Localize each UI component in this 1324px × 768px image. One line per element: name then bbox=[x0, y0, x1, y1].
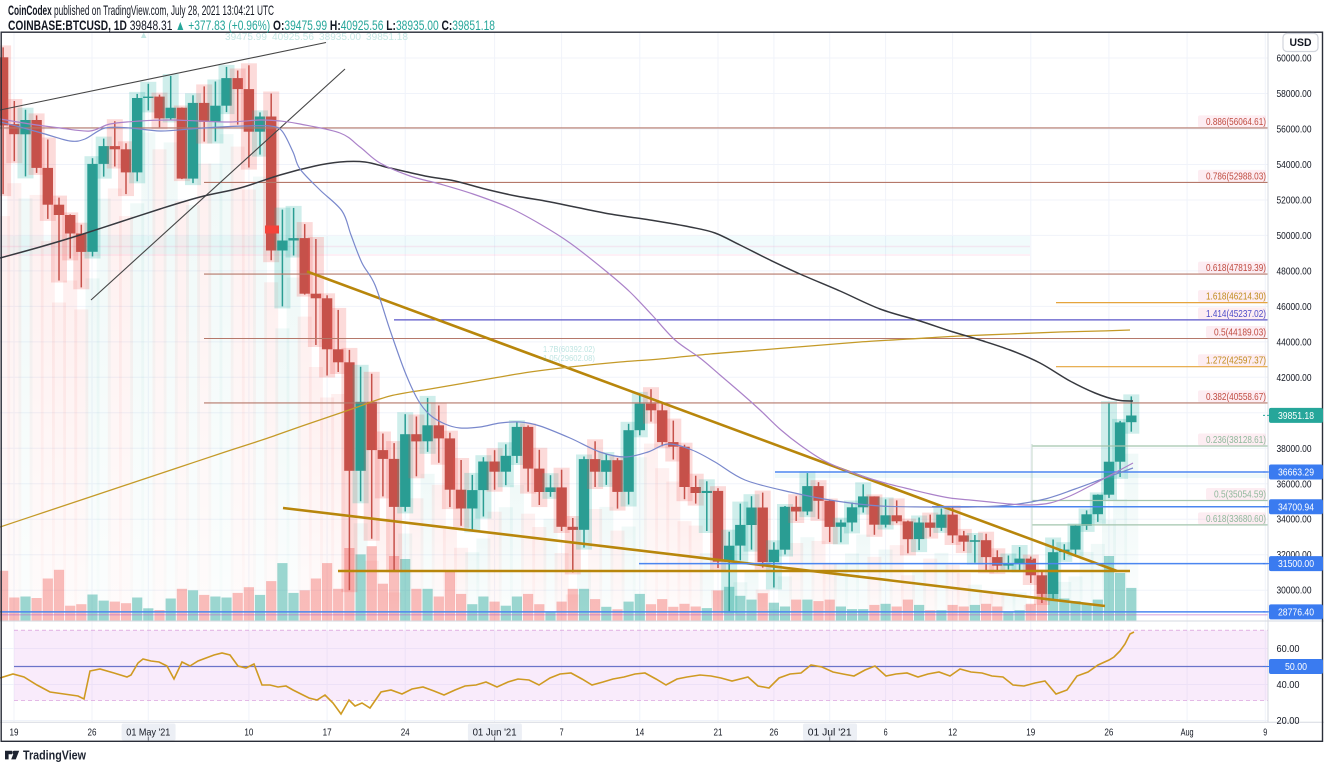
svg-text:34000.00: 34000.00 bbox=[1277, 514, 1312, 526]
svg-text:20.00: 20.00 bbox=[1277, 715, 1300, 727]
svg-text:42000.00: 42000.00 bbox=[1277, 372, 1312, 384]
svg-text:52000.00: 52000.00 bbox=[1277, 195, 1312, 207]
svg-text:0.886(56064.61): 0.886(56064.61) bbox=[1206, 116, 1266, 128]
svg-text:21: 21 bbox=[714, 727, 723, 739]
svg-text:1.618(46214.30): 1.618(46214.30) bbox=[1206, 291, 1266, 303]
svg-text:34700.94: 34700.94 bbox=[1278, 501, 1314, 513]
svg-text:7: 7 bbox=[560, 727, 564, 739]
svg-text:60000.00: 60000.00 bbox=[1277, 53, 1312, 65]
svg-text:01 May '21: 01 May '21 bbox=[126, 727, 170, 739]
svg-text:▲: ▲ bbox=[139, 30, 148, 41]
svg-text:39851.18: 39851.18 bbox=[366, 32, 408, 43]
svg-text:0.236(38128.61): 0.236(38128.61) bbox=[1206, 434, 1266, 446]
svg-text:50000.00: 50000.00 bbox=[1277, 230, 1312, 242]
svg-text:1.7B(60392.02): 1.7B(60392.02) bbox=[543, 344, 595, 354]
svg-text:1.414(45237.02): 1.414(45237.02) bbox=[1206, 308, 1266, 320]
svg-text:36663.29: 36663.29 bbox=[1278, 467, 1314, 479]
svg-text:26: 26 bbox=[769, 727, 778, 739]
svg-text:40.00: 40.00 bbox=[1277, 679, 1300, 691]
svg-text:19: 19 bbox=[1026, 727, 1035, 739]
svg-text:01 Jun '21: 01 Jun '21 bbox=[473, 727, 517, 739]
svg-text:0.382(40558.67): 0.382(40558.67) bbox=[1206, 391, 1266, 403]
svg-text:COINBASE:BTCUSD, 1D 39848.31: COINBASE:BTCUSD, 1D 39848.31 ▲ +377.83 (… bbox=[8, 17, 495, 33]
svg-text:26: 26 bbox=[88, 727, 97, 739]
svg-text:19: 19 bbox=[10, 727, 19, 739]
svg-text:30000.00: 30000.00 bbox=[1277, 585, 1312, 597]
svg-text:39851.18: 39851.18 bbox=[1278, 410, 1314, 422]
svg-text:50.00: 50.00 bbox=[1285, 661, 1307, 673]
svg-text:38000.00: 38000.00 bbox=[1277, 443, 1312, 455]
svg-text:44000.00: 44000.00 bbox=[1277, 336, 1312, 348]
svg-text:0.618(47819.39): 0.618(47819.39) bbox=[1206, 262, 1266, 274]
svg-text:USD: USD bbox=[1290, 37, 1312, 49]
svg-text:01 Jul '21: 01 Jul '21 bbox=[808, 727, 852, 739]
svg-text:12: 12 bbox=[948, 727, 957, 739]
svg-text:31500.00: 31500.00 bbox=[1278, 558, 1314, 570]
svg-text:58000.00: 58000.00 bbox=[1277, 88, 1312, 100]
svg-text:Aug: Aug bbox=[1181, 727, 1194, 739]
svg-text:60.00: 60.00 bbox=[1277, 643, 1300, 655]
svg-text:0.5(44189.03): 0.5(44189.03) bbox=[1214, 327, 1266, 339]
svg-text:26: 26 bbox=[1104, 727, 1113, 739]
svg-text:46000.00: 46000.00 bbox=[1277, 301, 1312, 313]
svg-text:28776.40: 28776.40 bbox=[1278, 606, 1314, 618]
svg-text:48000.00: 48000.00 bbox=[1277, 265, 1312, 277]
svg-text:14: 14 bbox=[635, 727, 644, 739]
svg-text:36000.00: 36000.00 bbox=[1277, 478, 1312, 490]
svg-text:56000.00: 56000.00 bbox=[1277, 124, 1312, 136]
svg-text:38935.00: 38935.00 bbox=[319, 32, 361, 43]
svg-text:24: 24 bbox=[401, 727, 410, 739]
svg-text:0.5(35054.59): 0.5(35054.59) bbox=[1214, 489, 1266, 501]
svg-text:TradingView: TradingView bbox=[23, 749, 86, 763]
svg-text:CoinCodex published on Trading: CoinCodex published on TradingView.com, … bbox=[8, 2, 274, 18]
svg-text:10: 10 bbox=[244, 727, 253, 739]
svg-text:54000.00: 54000.00 bbox=[1277, 159, 1312, 171]
svg-text:40925.56: 40925.56 bbox=[272, 32, 314, 43]
svg-text:0.786(52988.03): 0.786(52988.03) bbox=[1206, 170, 1266, 182]
svg-text:1.272(42597.37): 1.272(42597.37) bbox=[1206, 355, 1266, 367]
svg-text:17: 17 bbox=[323, 727, 332, 739]
svg-text:39475.99: 39475.99 bbox=[225, 32, 267, 43]
svg-text:0.618(33680.60): 0.618(33680.60) bbox=[1206, 513, 1266, 525]
svg-text:1.05(29602.08): 1.05(29602.08) bbox=[543, 353, 595, 363]
svg-text:6: 6 bbox=[884, 727, 888, 739]
svg-text:9: 9 bbox=[1263, 727, 1267, 739]
